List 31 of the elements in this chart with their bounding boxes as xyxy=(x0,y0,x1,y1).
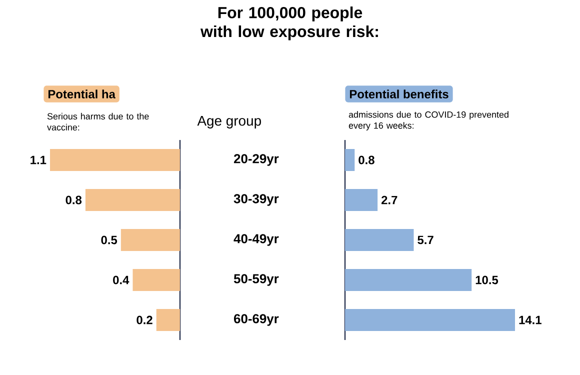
data-label: 0.2 xyxy=(136,316,152,324)
x-axis-title: Serious harms due to the vaccine: xyxy=(47,112,149,130)
bar xyxy=(85,189,180,212)
bar xyxy=(132,269,180,291)
bar xyxy=(345,309,516,331)
bar xyxy=(345,149,355,172)
bar xyxy=(120,229,180,251)
chart-title: Potential ha xyxy=(48,90,116,98)
x-axis-title: admissions due to COVID-19 prevented every 16 weeks: xyxy=(348,111,508,130)
bar xyxy=(345,189,378,212)
bar xyxy=(50,149,180,172)
data-label: 14.1 xyxy=(519,316,542,324)
bar xyxy=(345,229,414,251)
text: For 100,000 people with low exposure risk: xyxy=(200,6,378,40)
data-label: 10.5 xyxy=(476,276,498,284)
y-axis-title: Age group xyxy=(197,116,261,128)
chart-title: Potential benefits xyxy=(350,90,448,98)
y-tick-label: 40-49yr xyxy=(234,234,279,246)
data-label: 0.5 xyxy=(101,236,118,244)
y-tick-label: 60-69yr xyxy=(234,314,279,326)
data-label: 5.7 xyxy=(418,236,434,244)
y-tick-label: 20-29yr xyxy=(234,154,279,166)
data-label: 0.4 xyxy=(113,276,130,284)
data-label: 0.8 xyxy=(66,196,82,204)
y-tick-label: 30-39yr xyxy=(234,194,279,206)
y-tick-label: 50-59yr xyxy=(234,274,279,286)
data-label: 2.7 xyxy=(382,196,398,204)
data-label: 1.1 xyxy=(30,156,46,164)
bar xyxy=(345,269,472,291)
bar xyxy=(156,309,180,331)
data-label: 0.8 xyxy=(358,156,374,164)
